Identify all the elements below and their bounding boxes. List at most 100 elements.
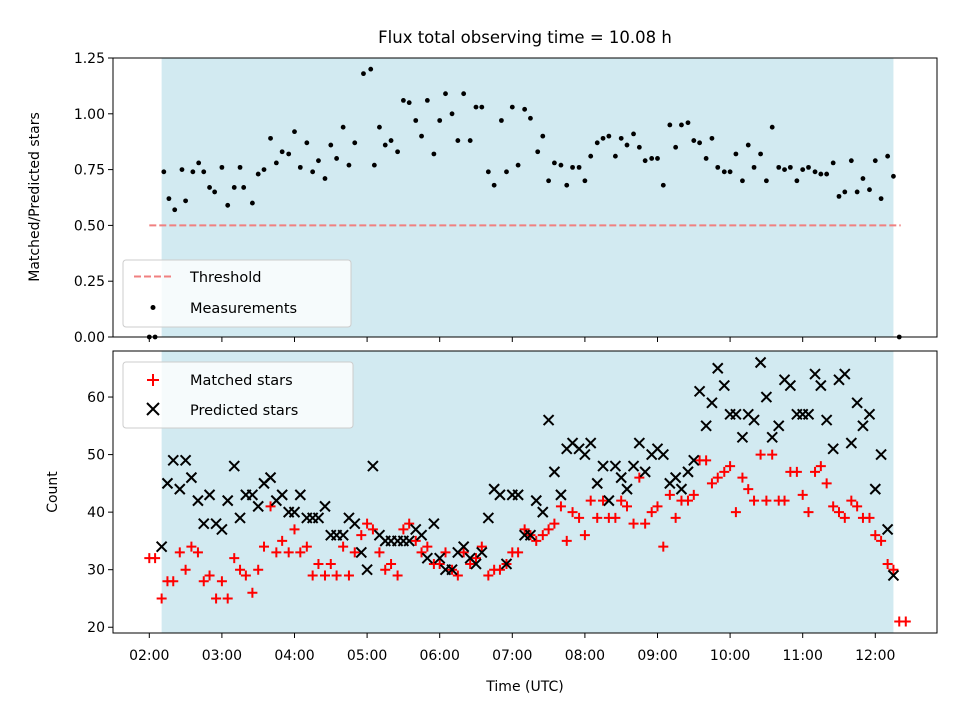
measurements-point — [848, 158, 854, 164]
matched-stars-point — [434, 558, 445, 569]
measurements-point — [679, 122, 684, 128]
matched-stars-point — [253, 564, 264, 575]
bottom-y-axis-label: Count — [45, 471, 61, 513]
matched-stars-point — [549, 518, 560, 529]
matched-stars-point — [779, 495, 790, 506]
matched-stars-point — [592, 512, 603, 523]
predicted-stars-point — [857, 420, 869, 432]
matched-stars-point — [307, 570, 318, 581]
xtick-label: 04:00 — [274, 648, 314, 664]
measurements-point — [273, 160, 279, 166]
predicted-stars-point — [494, 489, 506, 501]
predicted-stars-point — [615, 471, 627, 484]
predicted-stars-point — [809, 368, 821, 380]
predicted-stars-point — [179, 454, 192, 467]
measurements-point — [261, 167, 267, 173]
measurements-point — [368, 66, 374, 72]
matched-stars-point — [186, 541, 197, 552]
matched-stars-point — [719, 466, 730, 477]
predicted-stars-point — [633, 437, 646, 449]
measurements-point — [334, 156, 340, 161]
xtick-label: 06:00 — [420, 648, 460, 664]
predicted-stars-point — [851, 397, 863, 409]
measurements-point — [499, 118, 504, 123]
measurements-point — [552, 160, 557, 166]
measurements-point — [219, 164, 225, 170]
matched-stars-point — [410, 535, 421, 546]
measurements-point — [624, 142, 630, 148]
measurements-point — [190, 169, 196, 175]
matched-stars-point — [374, 547, 385, 558]
measurements-point — [642, 158, 648, 164]
predicted-stars-point — [294, 489, 307, 501]
measurements-point — [371, 162, 377, 168]
predicted-stars-point — [555, 489, 567, 501]
measurements-point — [340, 124, 346, 130]
matched-stars-point — [283, 547, 294, 558]
matched-stars-point — [277, 535, 288, 546]
matched-stars-point — [349, 547, 360, 558]
measurements-point — [310, 169, 316, 175]
bottom-ytick-label: 60 — [87, 390, 105, 406]
predicted-stars-point — [361, 563, 373, 576]
predicted-stars-point — [319, 500, 331, 513]
predicted-stars-point — [579, 448, 591, 461]
matched-stars-point — [555, 501, 566, 512]
predicted-stars-point — [216, 523, 228, 536]
measurements-point — [400, 98, 406, 103]
predicted-stars-point — [766, 431, 778, 444]
matched-stars-point — [404, 518, 415, 529]
measurements-point — [352, 140, 358, 146]
xtick-label: 12:00 — [855, 648, 895, 664]
bottom-ytick-label: 50 — [87, 448, 105, 464]
top-y-axis-label: Matched/Predicted stars — [27, 112, 43, 282]
predicted-stars-point — [500, 558, 513, 570]
matched-stars-point — [670, 512, 681, 523]
predicted-stars-point — [548, 466, 561, 478]
measurements-point — [769, 124, 775, 130]
matched-stars-point — [513, 547, 524, 558]
measurements-point — [388, 138, 394, 143]
measurements-point — [800, 167, 806, 173]
predicted-stars-point — [682, 466, 694, 478]
matched-stars-point — [815, 461, 826, 472]
matched-stars-point — [180, 564, 191, 575]
top-ytick-label: 0.00 — [74, 330, 105, 346]
predicted-stars-point — [675, 483, 688, 495]
measurements-point — [504, 169, 509, 175]
measurements-point — [540, 133, 546, 139]
panel-counts: 20 30 40 50 60 02:00 03:00 04:00 05:00 06:00 07:0… — [45, 350, 938, 695]
legend-measurements-swatch — [150, 305, 156, 310]
measurements-point — [419, 133, 424, 139]
top-legend-box — [122, 259, 352, 328]
measurements-point — [727, 169, 733, 175]
matched-stars-point — [634, 472, 645, 483]
measurements-point — [740, 178, 745, 184]
top-ytick-label: 1.00 — [74, 107, 105, 123]
measurements-point — [655, 156, 660, 161]
predicted-stars-point — [820, 414, 833, 426]
measurements-point — [600, 135, 606, 141]
top-ytick-label: 0.50 — [74, 218, 105, 234]
xtick-label: 11:00 — [783, 648, 823, 664]
measurements-point — [721, 169, 727, 175]
matched-stars-point — [289, 524, 300, 535]
matched-stars-point — [386, 558, 397, 569]
matched-stars-point — [828, 501, 839, 512]
measurements-point — [395, 149, 400, 155]
matched-stars-point — [204, 570, 215, 581]
matched-stars-point — [174, 547, 185, 558]
matched-stars-point — [247, 587, 258, 598]
matched-stars-point — [755, 449, 766, 460]
predicted-stars-point — [621, 483, 633, 495]
measurements-point — [824, 171, 830, 177]
measurements-point — [172, 207, 178, 213]
predicted-stars-point — [234, 512, 246, 524]
measurements-point — [443, 91, 448, 97]
matched-stars-point — [168, 576, 179, 587]
predicted-stars-point — [537, 506, 549, 518]
matched-stars-point — [392, 570, 403, 581]
measurements-point — [867, 187, 872, 193]
top-yticks-layer: 0.00 0.25 0.50 0.75 1.00 1.25 — [74, 51, 113, 346]
matched-stars-point — [422, 541, 433, 552]
